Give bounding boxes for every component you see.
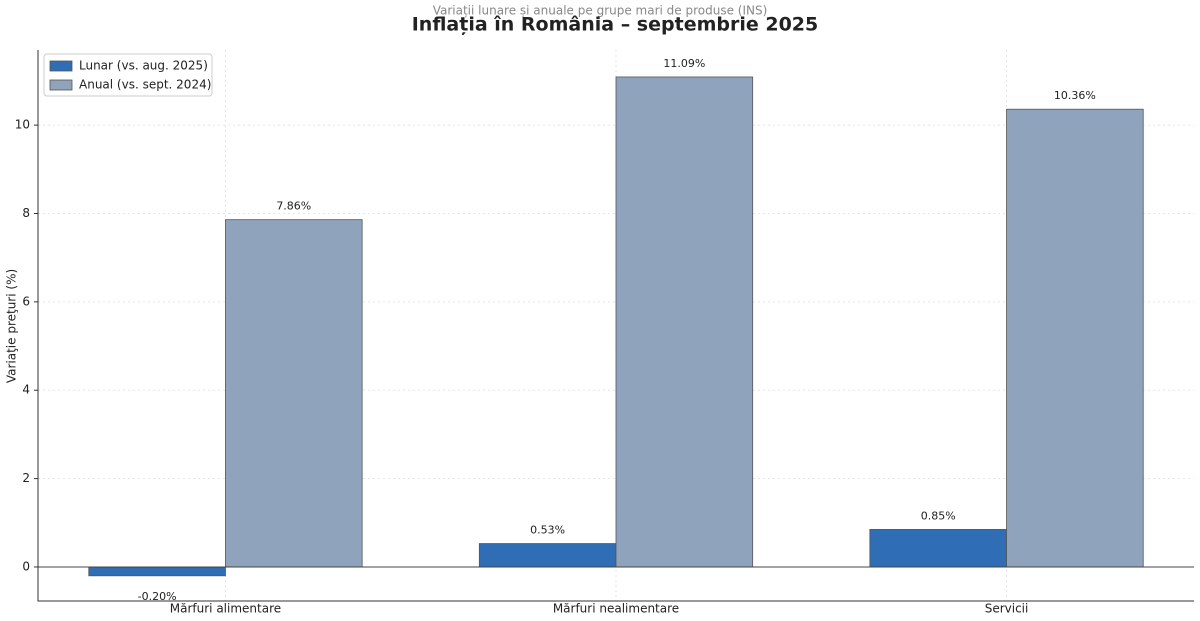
legend-box xyxy=(43,53,213,97)
chart-title: Inflația în România – septembrie 2025 xyxy=(412,14,819,36)
value-label: 0.85% xyxy=(921,509,956,522)
bar xyxy=(1006,108,1144,568)
y-tick-label: 6 xyxy=(22,294,30,308)
y-tick-label: 4 xyxy=(22,383,30,397)
value-label: 7.86% xyxy=(276,200,311,213)
chart-subtitle: Variații lunare și anuale pe grupe mari … xyxy=(433,4,768,18)
value-label: -0.20% xyxy=(138,590,177,603)
bar xyxy=(478,543,617,568)
legend-label: Anual (vs. sept. 2024) xyxy=(79,78,211,92)
bar xyxy=(88,566,226,577)
axis-frame xyxy=(37,50,1194,602)
legend-swatch xyxy=(49,60,73,72)
x-tick-label: Servicii xyxy=(985,602,1029,616)
y-axis-label: Variaţie preţuri (%) xyxy=(5,269,19,383)
legend-swatch xyxy=(49,79,73,91)
legend: Lunar (vs. aug. 2025) Anual (vs. sept. 20… xyxy=(43,53,213,97)
legend-label: Lunar (vs. aug. 2025) xyxy=(79,59,208,73)
bar xyxy=(225,219,363,568)
bar xyxy=(869,529,1007,568)
y-tick-label: 2 xyxy=(22,471,30,485)
x-tick-label: Mărfuri nealimentare xyxy=(553,602,679,616)
y-tick-label: 10 xyxy=(15,118,30,132)
value-label: 11.09% xyxy=(663,57,705,70)
y-tick-label: 8 xyxy=(22,206,30,220)
y-tick-label: 0 xyxy=(22,559,30,573)
bar xyxy=(615,76,754,568)
value-label: 0.53% xyxy=(530,524,565,537)
x-tick-label: Mărfuri alimentare xyxy=(170,602,281,616)
value-label: 10.36% xyxy=(1054,89,1096,102)
